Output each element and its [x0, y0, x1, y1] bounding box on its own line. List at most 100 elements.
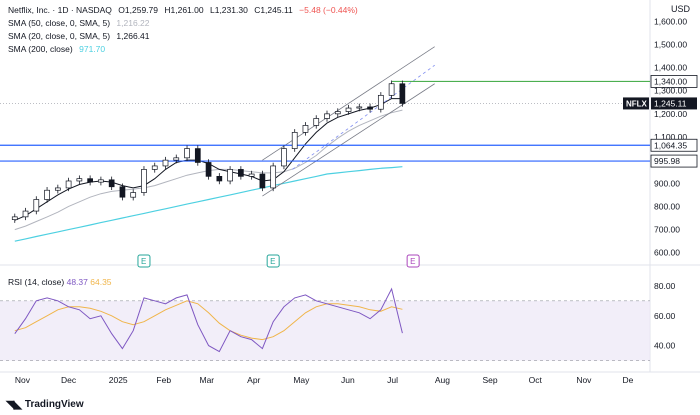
currency-label[interactable]: USD: [670, 4, 690, 14]
sma50-legend[interactable]: SMA (50, close, 0, SMA, 5) 1,216.22: [8, 18, 154, 28]
time-axis-tick-0: Nov: [15, 375, 31, 385]
price-axis-tick-9: 700.00: [654, 225, 680, 235]
rsi-legend[interactable]: RSI (14, close) 48.37 64.35: [8, 277, 112, 287]
symbol-tag-text: NFLX: [626, 99, 648, 108]
last-price-tag-text: 1,245.11: [654, 98, 687, 108]
candle-body: [238, 169, 244, 177]
candle-body: [151, 165, 158, 170]
sma200-label: SMA (200, close): [8, 44, 73, 54]
channel-mid-line[interactable]: [292, 64, 435, 170]
candle-body: [334, 111, 341, 115]
candle-body: [33, 199, 40, 212]
close-value: C1,245.11: [254, 5, 293, 15]
tradingview-icon: ◥◣: [6, 399, 22, 411]
high-value: H1,261.00: [164, 5, 204, 15]
candle-body: [194, 148, 201, 163]
candle-body: [302, 125, 309, 133]
time-axis-tick-5: Apr: [247, 375, 260, 385]
price-axis-tick-7: 900.00: [654, 178, 680, 188]
sma200-legend[interactable]: SMA (200, close) 971.70: [8, 44, 109, 54]
price-axis-tick-2: 1,400.00: [654, 63, 687, 73]
tradingview-logo[interactable]: ◥◣ TradingView: [6, 398, 84, 411]
earnings-marker-label: E: [410, 257, 415, 266]
low-value: L1,231.30: [209, 5, 248, 15]
candle-body: [281, 148, 287, 167]
candle-body: [11, 216, 18, 220]
time-axis-tick-13: De: [622, 375, 633, 385]
candle-body: [87, 178, 93, 183]
price-axis-tick-5: 1,100.00: [654, 132, 687, 142]
time-axis-tick-2: 2025: [109, 375, 128, 385]
earnings-marker[interactable]: [266, 254, 280, 268]
candle-body: [313, 118, 320, 126]
sma200-line: [14, 166, 403, 242]
rsi-value: 48.37: [66, 277, 88, 287]
rsi-ma-line: [14, 300, 403, 341]
time-axis-tick-1: Dec: [61, 375, 77, 385]
symbol-tag-box[interactable]: [623, 97, 649, 110]
resistance-tag-text: 1,340.00: [654, 76, 687, 86]
candle-body: [141, 169, 147, 193]
price-axis-tick-1: 1,500.00: [654, 39, 687, 49]
earnings-marker-label: E: [141, 257, 146, 266]
rsi-band: [0, 300, 650, 361]
candle-body: [54, 187, 61, 191]
candle-body: [205, 162, 212, 177]
time-axis-tick-4: Mar: [199, 375, 214, 385]
candle-body: [76, 178, 83, 182]
price-axis-tick-3: 1,300.00: [654, 86, 687, 96]
candle-body: [259, 173, 266, 189]
sma20-label: SMA (20, close, 0, SMA, 5): [8, 31, 111, 41]
candle-body: [22, 210, 29, 218]
candle-body: [184, 148, 190, 159]
rsi-axis-tick-2: 40.00: [654, 341, 676, 351]
channel-lower-line[interactable]: [262, 83, 435, 197]
candle-body: [388, 83, 395, 96]
time-axis-tick-12: Nov: [576, 375, 592, 385]
time-axis-tick-10: Sep: [483, 375, 498, 385]
candle-body: [119, 186, 126, 198]
price-axis-tick-8: 800.00: [654, 201, 680, 211]
candle-body: [130, 192, 137, 198]
time-axis-tick-8: Jul: [387, 375, 398, 385]
brand-label: TradingView: [24, 399, 84, 410]
time-axis-tick-3: Feb: [156, 375, 171, 385]
sma20-value: 1,266.41: [116, 31, 150, 41]
candle-body: [324, 113, 330, 119]
price-axis-tick-10: 600.00: [654, 248, 680, 258]
candle-body: [291, 132, 298, 149]
last-price-tag-box: [651, 97, 697, 110]
candle-body: [367, 106, 373, 110]
price-axis-tick-4: 1,200.00: [654, 109, 687, 119]
rsi-line: [14, 287, 403, 353]
time-axis-tick-7: Jun: [341, 375, 355, 385]
sma20-legend[interactable]: SMA (20, close, 0, SMA, 5) 1,266.41: [8, 31, 154, 41]
candle-body: [399, 83, 406, 104]
candle-body: [377, 94, 384, 110]
earnings-marker-label: E: [270, 257, 275, 266]
sma50-value: 1,216.22: [116, 18, 150, 28]
rsi-ma-value: 64.35: [90, 277, 112, 287]
time-axis-tick-11: Oct: [529, 375, 543, 385]
time-axis-tick-6: May: [293, 375, 310, 385]
candle-body: [98, 179, 104, 183]
time-axis-tick-9: Aug: [435, 375, 450, 385]
candle-body: [248, 173, 255, 177]
level2-tag-text: 995.98: [654, 156, 680, 166]
change-value: −5.48 (−0.44%): [299, 5, 358, 15]
price-axis-tick-0: 1,600.00: [654, 16, 687, 26]
sma50-label: SMA (50, close, 0, SMA, 5): [8, 18, 111, 28]
earnings-marker[interactable]: [406, 254, 420, 268]
candle-body: [162, 159, 169, 167]
level2-tag-box: [650, 154, 698, 168]
rsi-axis-tick-0: 80.00: [654, 281, 676, 291]
candle-body: [108, 179, 115, 188]
candle-body: [270, 165, 277, 189]
symbol-title[interactable]: Netflix, Inc. · 1D · NASDAQ: [8, 5, 112, 15]
earnings-marker[interactable]: [137, 254, 151, 268]
candle-body: [216, 176, 223, 182]
candle-body: [65, 180, 72, 189]
candle-body: [227, 169, 233, 182]
level1-tag-box: [650, 138, 698, 152]
